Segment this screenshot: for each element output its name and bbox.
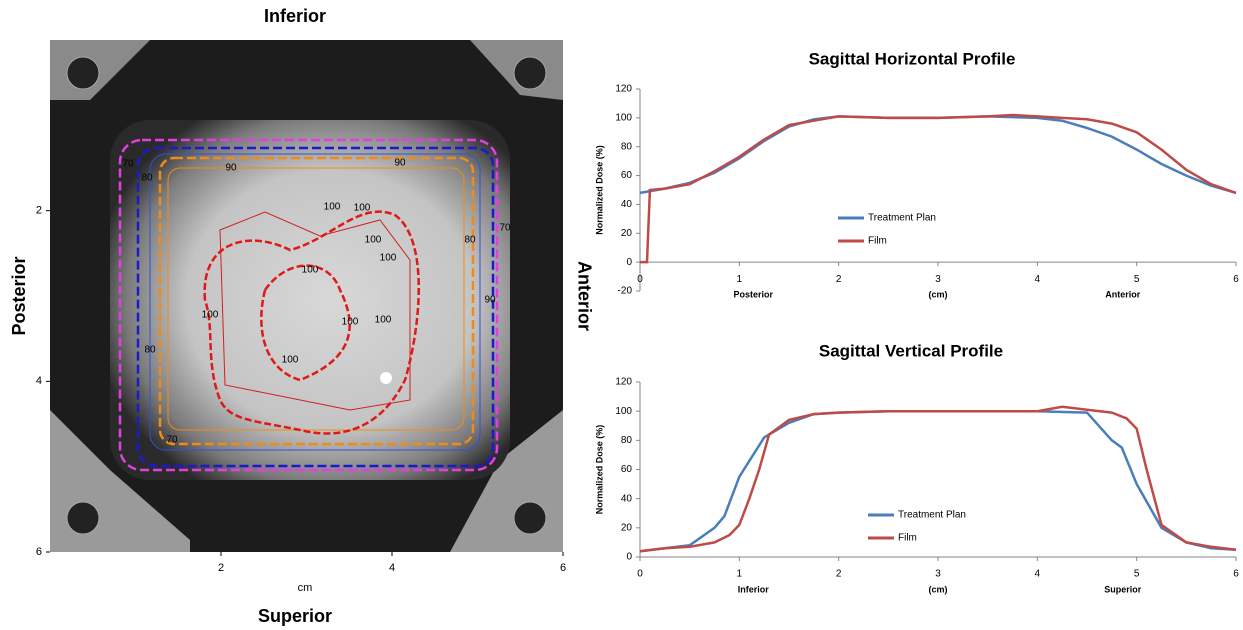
contour-label: 100 <box>342 317 359 328</box>
y-axis-label: Normalized Dose (%) <box>594 425 604 515</box>
chart-title: Sagittal Horizontal Profile <box>809 49 1016 68</box>
series-line <box>640 115 1236 262</box>
contour-label: 100 <box>375 315 392 326</box>
x-tick-label: 0 <box>637 274 643 285</box>
contour-label: 90 <box>225 163 237 174</box>
legend-label: Film <box>898 533 917 544</box>
y-tick-label: 100 <box>615 406 632 417</box>
x-tick-label: 3 <box>935 569 941 580</box>
x-axis-label: Inferior <box>738 584 770 594</box>
y-tick-label: 2 <box>36 205 42 217</box>
x-tick-label: 1 <box>737 274 743 285</box>
contour-label: 100 <box>380 253 397 264</box>
contour-label: 90 <box>484 295 496 306</box>
contour-label: 100 <box>202 310 219 321</box>
x-tick-label: 6 <box>1233 274 1239 285</box>
y-tick-label: 100 <box>615 112 632 123</box>
contour-label: 100 <box>282 355 299 366</box>
highlight <box>380 372 392 384</box>
marker <box>67 502 99 534</box>
contour-label: 80 <box>141 173 153 184</box>
marker <box>514 57 546 89</box>
bottom-label: Superior <box>258 606 332 626</box>
contour-label: 100 <box>354 203 371 214</box>
marker <box>67 57 99 89</box>
chart-title: Sagittal Vertical Profile <box>819 341 1003 360</box>
y-tick-label: 4 <box>36 375 42 387</box>
figure: 7080909070801001001001001001009080701001… <box>0 0 1243 630</box>
legend-label: Treatment Plan <box>898 510 966 521</box>
x-axis-label: (cm) <box>928 584 947 594</box>
y-tick-label: 120 <box>615 84 632 95</box>
x-tick-label: 1 <box>737 569 743 580</box>
x-tick-label: 0 <box>637 569 643 580</box>
marker <box>514 502 546 534</box>
contour-label: 80 <box>464 235 476 246</box>
x-tick-label: 6 <box>1233 569 1239 580</box>
y-tick-label: 20 <box>621 522 633 533</box>
y-tick-label: 120 <box>615 377 632 388</box>
x-tick-label: 5 <box>1134 569 1140 580</box>
y-tick-label: 60 <box>621 464 633 475</box>
series-line <box>640 407 1236 551</box>
x-axis-label: (cm) <box>928 290 947 300</box>
left-label: Posterior <box>9 256 29 335</box>
y-tick-label: 6 <box>36 546 42 558</box>
contour-label: 70 <box>166 435 178 446</box>
series-line <box>640 116 1236 192</box>
x-axis-label: Anterior <box>1105 290 1141 300</box>
x-tick-label: 4 <box>1035 569 1041 580</box>
x-tick-label: 2 <box>218 562 224 574</box>
x-tick-label: 4 <box>1035 274 1041 285</box>
y-tick-label: 40 <box>621 199 633 210</box>
x-tick-label: 2 <box>836 569 842 580</box>
contour-label: 80 <box>144 345 156 356</box>
y-tick-label: 80 <box>621 435 633 446</box>
right-label: Anterior <box>574 261 594 331</box>
dose-map: 70 80 90 90 70 80 100 100 100 100 100 100 90 80 70 100 1… <box>50 40 563 552</box>
x-tick-label: 2 <box>836 274 842 285</box>
x-axis-label: Posterior <box>733 290 773 300</box>
contour-label: 70 <box>122 159 134 170</box>
x-tick-label: 3 <box>935 274 941 285</box>
x-axis-label: Superior <box>1104 584 1142 594</box>
contour-label: 100 <box>302 265 319 276</box>
y-tick-label: 80 <box>621 141 633 152</box>
contour-label: 100 <box>365 235 382 246</box>
y-tick-label: 0 <box>626 257 632 268</box>
legend-label: Film <box>868 236 887 247</box>
contour-label: 100 <box>324 202 341 213</box>
contour-label: 90 <box>394 158 406 169</box>
contour-label: 70 <box>499 223 511 234</box>
y-tick-label: 40 <box>621 493 633 504</box>
y-axis-label: Normalized Dose (%) <box>594 145 604 235</box>
y-tick-label: 0 <box>626 552 632 563</box>
y-tick-label: 20 <box>621 228 633 239</box>
x-tick-label: 5 <box>1134 274 1140 285</box>
x-axis-label: cm <box>298 582 313 594</box>
y-tick-label: -20 <box>618 286 633 297</box>
y-tick-label: 60 <box>621 170 633 181</box>
x-tick-label: 4 <box>389 562 395 574</box>
legend-label: Treatment Plan <box>868 213 936 224</box>
x-tick-label: 6 <box>560 562 566 574</box>
series-line <box>640 411 1236 551</box>
top-label: Inferior <box>264 6 326 26</box>
